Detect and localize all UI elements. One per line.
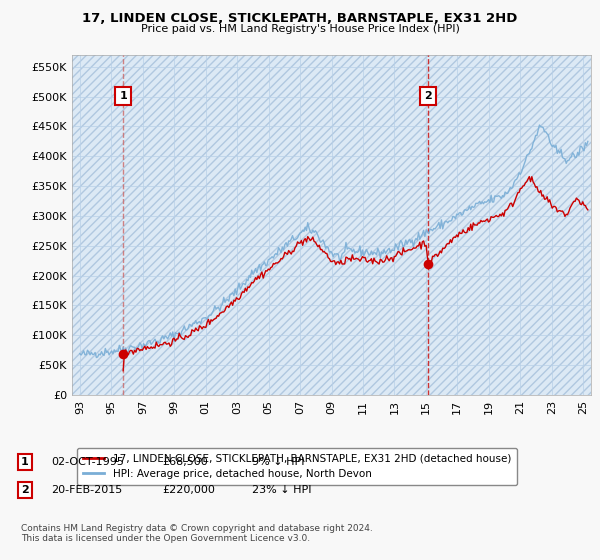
Text: 1: 1 <box>119 91 127 101</box>
Text: 2: 2 <box>21 485 29 495</box>
Text: £220,000: £220,000 <box>162 485 215 495</box>
Text: 1: 1 <box>21 457 29 467</box>
Text: £68,500: £68,500 <box>162 457 208 467</box>
Text: Price paid vs. HM Land Registry's House Price Index (HPI): Price paid vs. HM Land Registry's House … <box>140 24 460 34</box>
Text: Contains HM Land Registry data © Crown copyright and database right 2024.
This d: Contains HM Land Registry data © Crown c… <box>21 524 373 543</box>
Text: 17, LINDEN CLOSE, STICKLEPATH, BARNSTAPLE, EX31 2HD: 17, LINDEN CLOSE, STICKLEPATH, BARNSTAPL… <box>82 12 518 25</box>
Text: 02-OCT-1995: 02-OCT-1995 <box>51 457 124 467</box>
Legend: 17, LINDEN CLOSE, STICKLEPATH, BARNSTAPLE, EX31 2HD (detached house), HPI: Avera: 17, LINDEN CLOSE, STICKLEPATH, BARNSTAPL… <box>77 447 517 486</box>
Text: 9% ↓ HPI: 9% ↓ HPI <box>252 457 305 467</box>
Text: 20-FEB-2015: 20-FEB-2015 <box>51 485 122 495</box>
Text: 23% ↓ HPI: 23% ↓ HPI <box>252 485 311 495</box>
Text: 2: 2 <box>424 91 431 101</box>
